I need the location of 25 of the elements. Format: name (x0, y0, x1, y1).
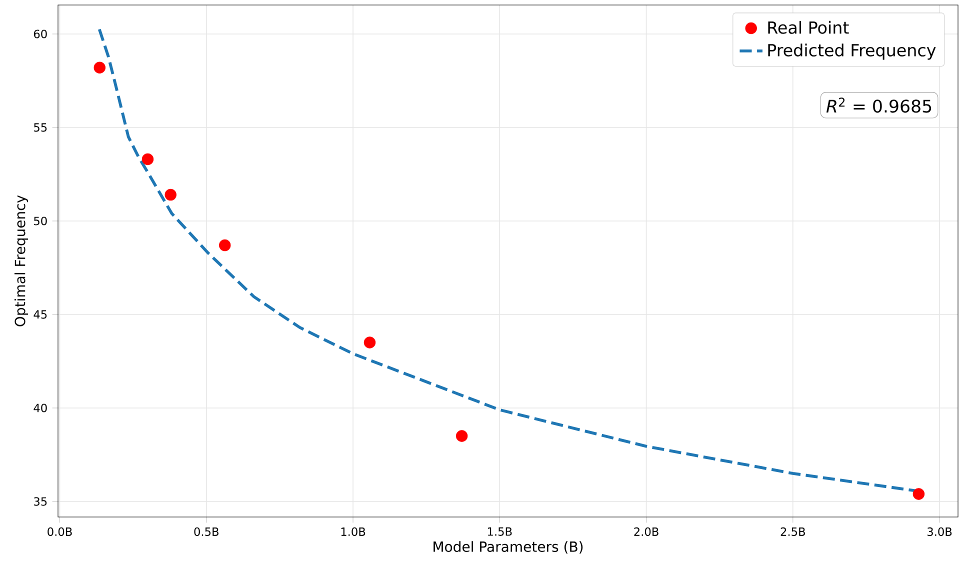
point (164, 188, 176, 201)
y-tick-label: 45 (34, 310, 47, 319)
x-tick-label: 2.0B (634, 527, 658, 536)
legend-label: Real Point (768, 20, 849, 34)
y-axis-title: Optimal Frequency (14, 195, 28, 326)
point (364, 336, 376, 348)
y-tick-label: 60 (34, 30, 47, 38)
legend-label: Predicted Frequency (768, 44, 936, 60)
x-tick-label: 2.5B (780, 527, 805, 536)
y-tick-label: 50 (34, 216, 47, 226)
y-tick-label: 55 (34, 123, 47, 132)
x-tick-label: 1.5B (488, 527, 512, 536)
x-tick-label: 0.5B (194, 527, 218, 536)
point (219, 239, 231, 252)
x-tick-label: 3.0B (927, 527, 952, 536)
point (142, 153, 154, 166)
annotation: R$^{2}$ = 0.9685 (826, 98, 932, 113)
y-tick-label: 35 (34, 497, 47, 506)
x-axis-title: Model Parameters (B) (434, 541, 583, 554)
y-tick-label: 40 (34, 404, 47, 412)
point (94, 62, 106, 74)
x-tick-label: 0.0B (48, 527, 72, 536)
point (456, 430, 468, 442)
x-tick-label: 1.0B (341, 527, 366, 536)
point (912, 488, 925, 500)
